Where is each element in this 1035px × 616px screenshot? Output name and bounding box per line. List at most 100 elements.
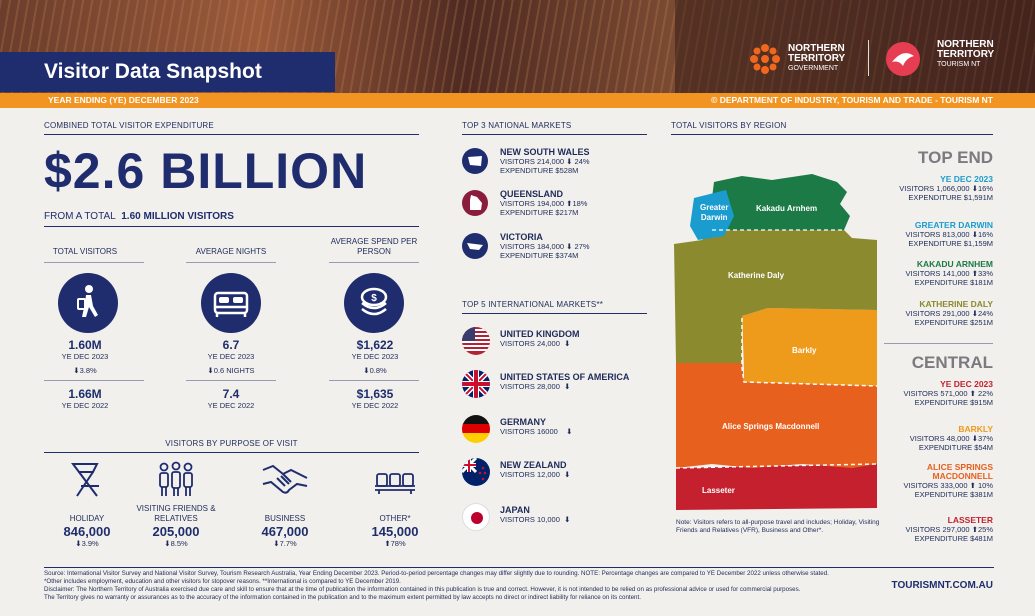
stat-period-2022: YE DEC 2022 [61, 401, 109, 410]
stat-rule [44, 262, 144, 263]
national-item-text: QUEENSLAND VISITORS 194,000 ⬆18% EXPENDI… [500, 190, 670, 218]
stat-average-spend-2022: $1,635 YE DEC 2022 [320, 387, 430, 410]
national-visitors: VISITORS 194,000 [500, 199, 565, 208]
national-change: ⬆18% [566, 199, 588, 208]
top-end-period: YE DEC 2023 [940, 174, 993, 184]
region-name: ALICE SPRINGS MACDONNELL [926, 462, 993, 481]
national-expenditure: EXPENDITURE $374M [500, 251, 579, 260]
stat-average-spend-values: $1,622 YE DEC 2023 ⬇0.8% [320, 338, 430, 375]
footer-source: Source: International Visitor Survey and… [44, 570, 829, 577]
purpose-value: 467,000 [261, 524, 309, 539]
regions-rule [671, 134, 993, 135]
international-visitors: VISITORS 10,000 [500, 515, 560, 524]
international-rule [462, 313, 647, 314]
stat-average-spend: AVERAGE SPEND PER PERSON [320, 237, 428, 257]
purpose-heading: VISITORS BY PURPOSE OF VISIT [165, 439, 298, 448]
central-expenditure: EXPENDITURE $915M [914, 398, 993, 407]
region-change: ⬇37% [971, 434, 993, 443]
footer-rule [44, 567, 994, 568]
international-name: UNITED STATES OF AMERICA [500, 372, 630, 382]
stat-period-2022: YE DEC 2022 [207, 401, 255, 410]
international-item-text: JAPAN VISITORS 10,000 ⬇ [500, 505, 670, 525]
national-expenditure: EXPENDITURE $217M [500, 208, 579, 217]
tourism-nt-logo-text: NORTHERN TERRITORY TOURISM NT [937, 39, 995, 69]
region-expenditure: EXPENDITURE $181M [914, 278, 993, 287]
header-photo-shade [675, 0, 1035, 93]
region-name: BARKLY [958, 424, 993, 434]
footer: Source: International Visitor Survey and… [44, 570, 994, 602]
purpose-holiday: HOLIDAY 846,000 ⬇3.9% [37, 460, 137, 548]
period-label: YEAR ENDING (YE) DECEMBER 2023 [48, 95, 199, 105]
international-item-text: UNITED STATES OF AMERICA VISITORS 28,000… [500, 372, 670, 392]
international-heading: TOP 5 INTERNATIONAL MARKETS** [462, 300, 604, 309]
svg-text:$: $ [371, 293, 377, 304]
region-greater-darwin [690, 190, 734, 240]
purpose-label: HOLIDAY [69, 514, 105, 523]
national-rule [462, 134, 647, 135]
usa-flag-icon [462, 370, 490, 398]
international-visitors: VISITORS 28,000 [500, 382, 560, 391]
purpose-change: ⬇3.9% [75, 539, 99, 548]
expenditure-heading: COMBINED TOTAL VISITOR EXPENDITURE [44, 121, 214, 130]
stat-value-2022: 1.66M [68, 387, 102, 401]
region-expenditure: EXPENDITURE $251M [914, 318, 993, 327]
website-link[interactable]: TOURISMNT.COM.AU [891, 580, 993, 591]
coins-icon: $ [344, 273, 404, 333]
copyright-label: © DEPARTMENT OF INDUSTRY, TOURISM AND TR… [711, 95, 993, 105]
stat-label: AVERAGE SPEND PER PERSON [330, 237, 418, 256]
nsw-map-icon [462, 148, 488, 174]
deckchair-icon [37, 460, 137, 502]
region-change: ⬇24% [971, 309, 993, 318]
region-barkly-stats: BARKLY VISITORS 48,000 ⬇37% EXPENDITURE … [910, 424, 993, 453]
stat-total-visitors-2022: 1.66M YE DEC 2022 [30, 387, 140, 410]
region-name: GREATER DARWIN [914, 220, 993, 230]
purpose-label: OTHER* [379, 514, 411, 523]
germany-flag-icon [462, 415, 490, 443]
purpose-rule [44, 452, 419, 453]
international-change: ⬇ [564, 382, 571, 391]
region-visitors: VISITORS 813,000 [905, 230, 970, 239]
map-label-alice: Alice Springs Macdonnell [722, 422, 820, 431]
expenditure-amount: $2.6 BILLION [44, 143, 368, 199]
central-change: ⬆ 22% [969, 389, 993, 398]
walking-person-icon [58, 273, 118, 333]
region-greater-darwin-stats: GREATER DARWIN VISITORS 813,000 ⬇16% EXP… [905, 220, 993, 249]
stat-rule [329, 380, 419, 381]
international-item-text: NEW ZEALAND VISITORS 12,000 ⬇ [500, 460, 670, 480]
handshake-icon [235, 460, 335, 502]
stat-value-2023: 6.7 [222, 338, 240, 352]
stat-total-visitors: TOTAL VISITORS [30, 247, 140, 257]
international-name: UNITED KINGDOM [500, 329, 580, 339]
stat-value-2023: 1.60M [68, 338, 102, 352]
stat-rule [44, 380, 144, 381]
region-change: ⬆ 10% [969, 481, 993, 490]
expenditure-rule [44, 134, 419, 135]
stat-rule [329, 262, 419, 263]
region-expenditure: EXPENDITURE $381M [914, 490, 993, 499]
international-visitors: VISITORS 16000 [500, 427, 558, 436]
purpose-label: VISITING FRIENDS & RELATIVES [136, 504, 216, 523]
central-period: YE DEC 2023 [940, 379, 993, 389]
international-change: ⬇ [564, 339, 571, 348]
nt-region-map: Greater Darwin Kakadu Arnhem Katherine Da… [672, 168, 884, 513]
international-name: JAPAN [500, 505, 530, 515]
stat-rule [186, 262, 276, 263]
from-total: FROM A TOTAL 1.60 MILLION VISITORS [44, 211, 234, 222]
stat-value-2022: 7.4 [222, 387, 240, 401]
international-name: NEW ZEALAND [500, 460, 567, 470]
regions-divider [884, 343, 993, 344]
map-label-kakadu: Kakadu Arnhem [756, 204, 818, 213]
national-expenditure: EXPENDITURE $528M [500, 166, 579, 175]
region-visitors: VISITORS 333,000 [903, 481, 968, 490]
national-name: VICTORIA [500, 232, 543, 242]
family-icon [126, 460, 226, 502]
from-total-rule [44, 226, 419, 227]
central-visitors: VISITORS 571,000 [903, 389, 968, 398]
map-label-katherine: Katherine Daly [728, 271, 785, 280]
title-band [0, 52, 335, 92]
region-visitors: VISITORS 141,000 [905, 269, 970, 278]
national-item-text: VICTORIA VISITORS 184,000 ⬇ 27% EXPENDIT… [500, 232, 670, 261]
regions-note: Note: Visitors refers to all-purpose tra… [676, 519, 880, 534]
international-name: GERMANY [500, 417, 547, 427]
stat-label: TOTAL VISITORS [52, 247, 118, 256]
